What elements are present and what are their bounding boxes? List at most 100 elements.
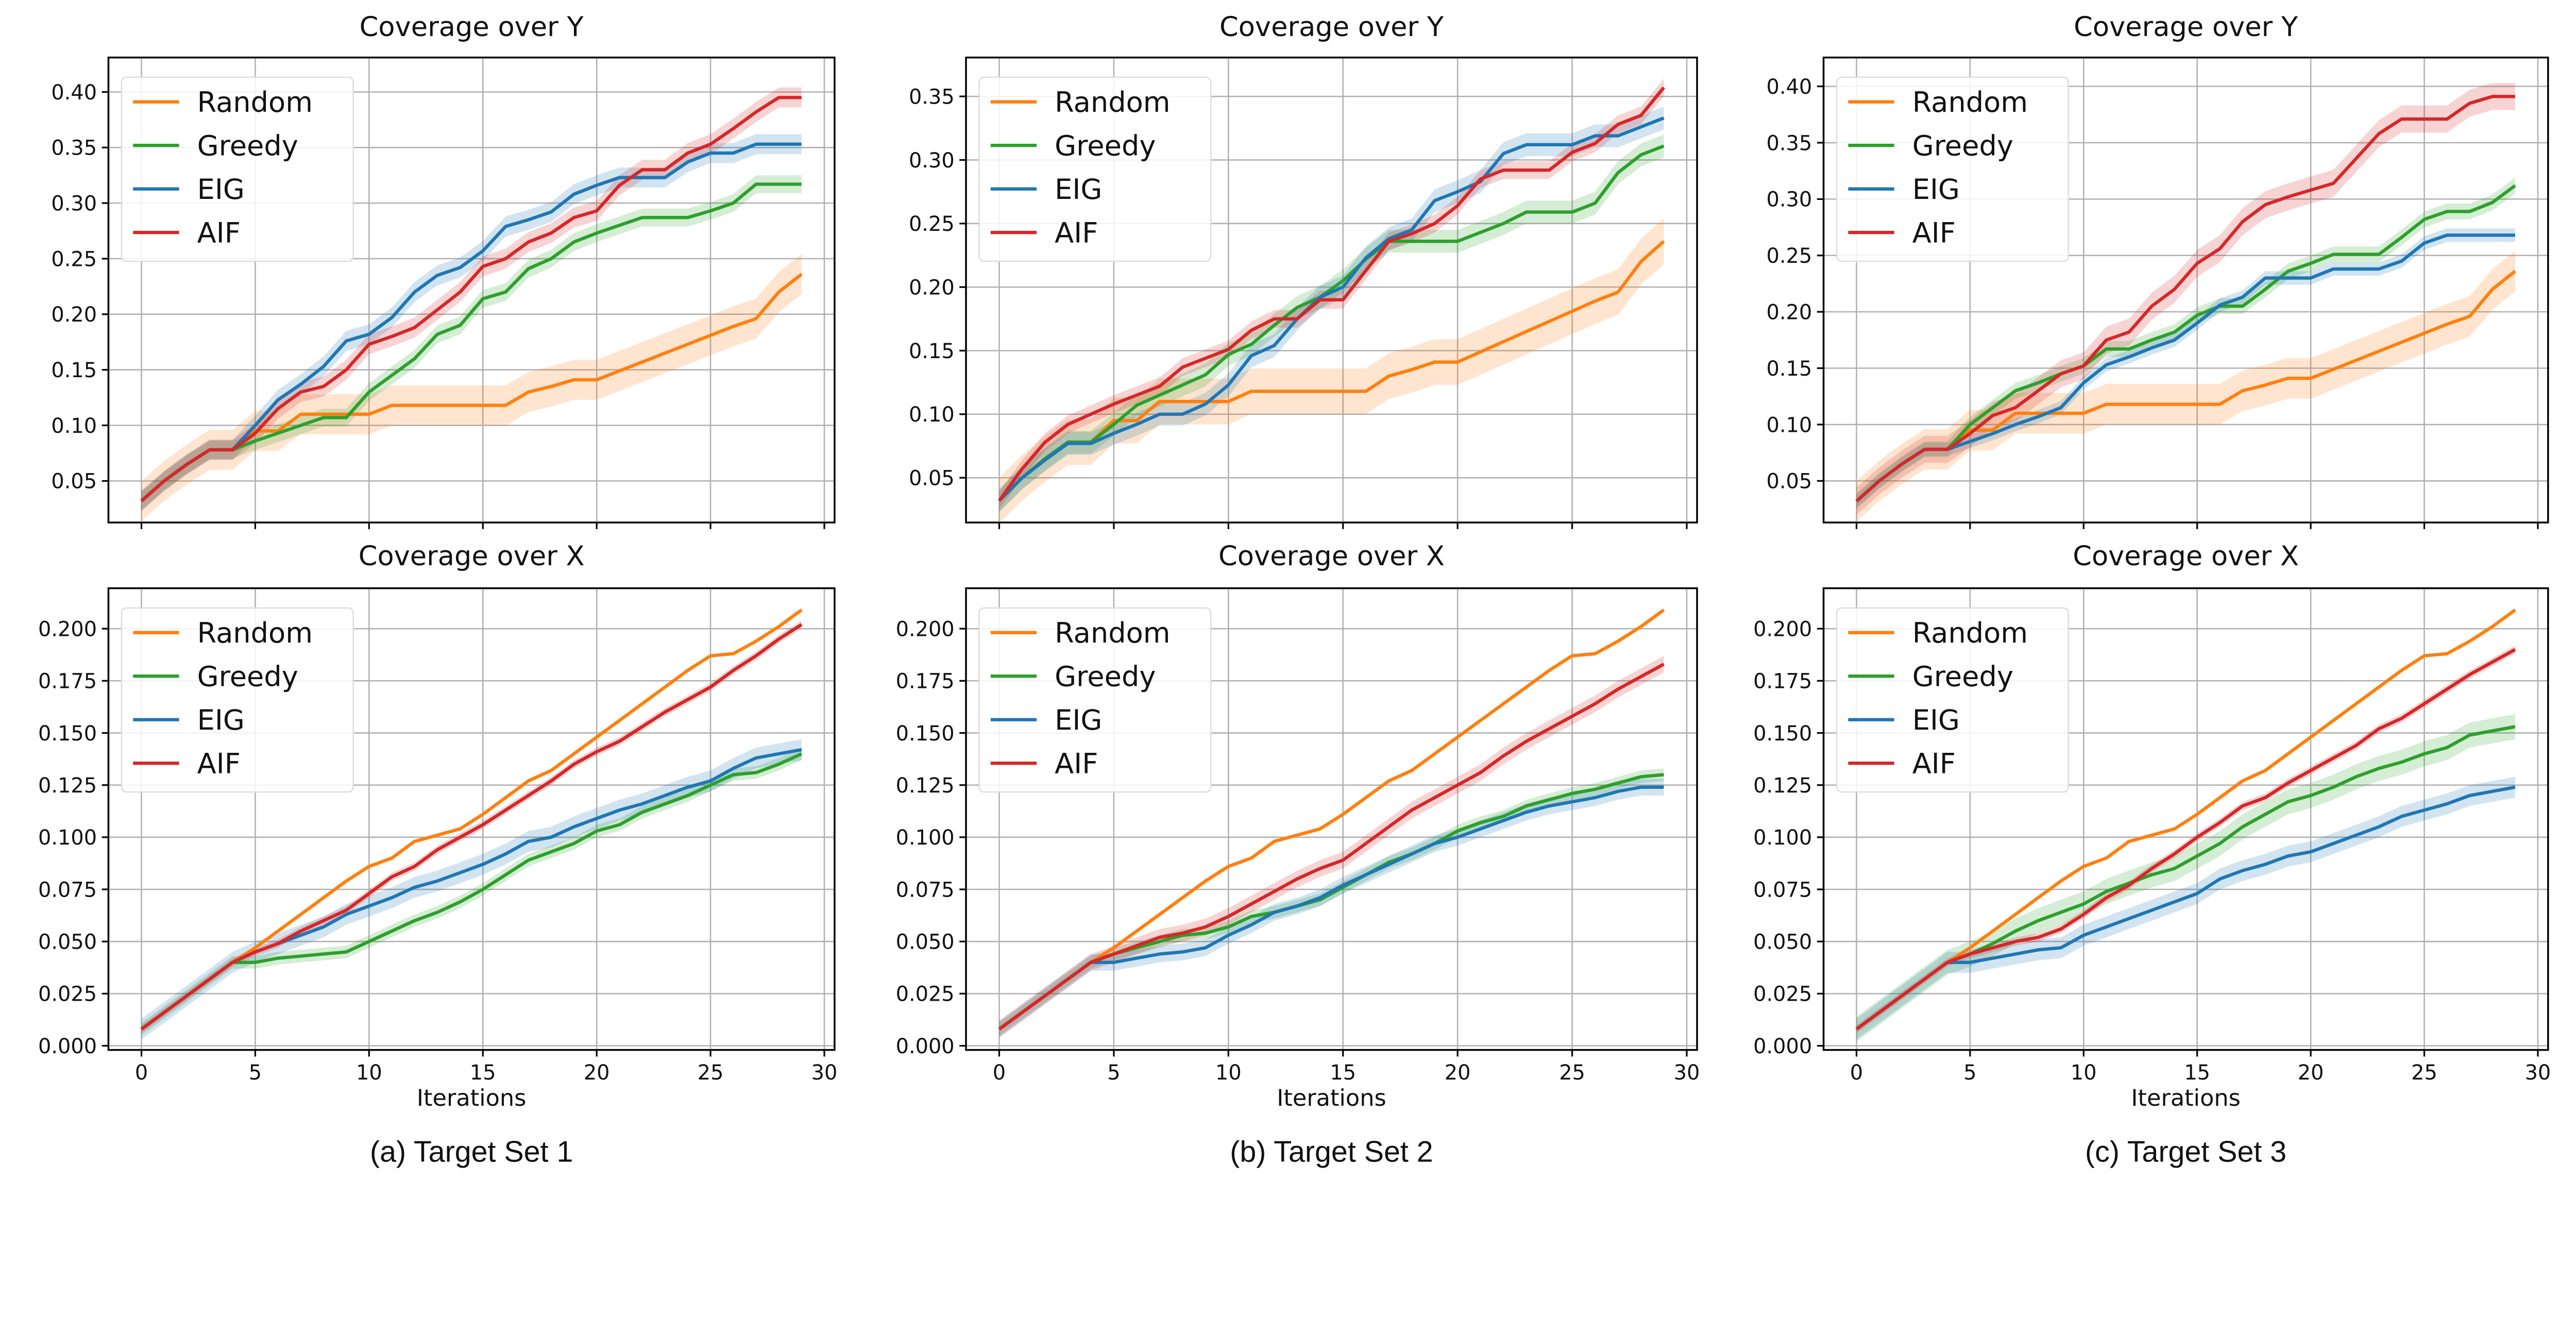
y-tick-label: 0.15 <box>51 359 97 382</box>
series-line-greedy <box>998 144 1665 502</box>
x-axis-label: Iterations <box>417 1085 527 1111</box>
x-axis-label: Iterations <box>2131 1085 2241 1111</box>
axes-frame <box>107 56 836 524</box>
x-tick-label: 30 <box>2525 1061 2551 1085</box>
legend-label: Greedy <box>1912 660 2013 693</box>
confidence-band-aif <box>141 87 802 511</box>
y-tick-label: 0.30 <box>1766 188 1812 212</box>
y-tick-label: 0.050 <box>896 931 955 954</box>
y-tick-label: 0.100 <box>896 826 955 850</box>
confidence-band-eig <box>999 779 1664 1038</box>
legend-box <box>121 76 354 262</box>
legend-label: EIG <box>1912 173 1960 206</box>
confidence-band-aif <box>1856 645 2515 1034</box>
y-tick-label: 0.100 <box>1753 826 1812 850</box>
subplot-b-top: 0.05 0.10 0.15 0.20 0.25 0.30 0.35 Coverage ove… <box>909 11 1698 529</box>
y-tick-label: 0.150 <box>38 722 97 746</box>
legend-box <box>1836 607 2069 793</box>
y-tick-label: 0.200 <box>38 617 97 641</box>
legend-label: Random <box>1055 617 1170 649</box>
legend-label: AIF <box>1055 216 1098 249</box>
x-tick-label: 5 <box>1963 1061 1976 1085</box>
figure: 0.05 0.10 0.15 0.20 0.25 0.30 0.35 0.40 Coverage… <box>38 11 2551 1168</box>
confidence-band-greedy <box>1856 177 2515 509</box>
x-tick-label: 20 <box>1445 1061 1471 1085</box>
x-tick-label: 20 <box>2298 1061 2324 1085</box>
series-line-random <box>1855 609 2516 1031</box>
x-tick-label: 15 <box>2184 1061 2210 1085</box>
y-tick-label: 0.125 <box>38 774 97 798</box>
y-tick-label: 0.35 <box>909 85 955 109</box>
series-line-greedy <box>140 182 802 502</box>
subplot-title: Coverage over Y <box>2074 11 2298 43</box>
legend-label: Random <box>1912 86 2028 119</box>
y-tick-label: 0.000 <box>38 1035 97 1058</box>
series-line-random <box>1855 269 2516 503</box>
subplot-c-top: 0.05 0.10 0.15 0.20 0.25 0.30 0.35 0.40 Coverage… <box>1766 11 2549 529</box>
confidence-band-aif <box>999 655 1664 1038</box>
y-tick-label: 0.30 <box>909 149 955 173</box>
y-tick-label: 0.25 <box>51 247 97 271</box>
legend-label: EIG <box>1055 704 1102 736</box>
y-tick-label: 0.125 <box>896 774 955 798</box>
axes-frame <box>1822 587 2549 1051</box>
x-tick-label: 0 <box>135 1061 148 1085</box>
axes-frame <box>965 587 1698 1051</box>
y-tick-label: 0.075 <box>1753 878 1812 902</box>
confidence-band-random <box>1856 251 2515 522</box>
series-line-random <box>998 609 1665 1031</box>
confidence-band-aif <box>1856 83 2515 515</box>
y-tick-label: 0.15 <box>909 340 955 363</box>
x-tick-label: 0 <box>993 1061 1006 1085</box>
y-tick-label: 0.20 <box>1766 300 1812 324</box>
subfigure-caption: (b) Target Set 2 <box>1230 1135 1433 1168</box>
series-line-greedy <box>1855 184 2516 503</box>
legend-box <box>1836 76 2069 262</box>
y-tick-label: 0.075 <box>896 878 955 902</box>
series-line-eig <box>998 116 1665 502</box>
confidence-band-greedy <box>141 175 802 510</box>
y-tick-label: 0.30 <box>51 192 97 216</box>
y-tick-label: 0.025 <box>38 983 97 1006</box>
axes-frame <box>965 56 1698 524</box>
x-tick-label: 10 <box>356 1061 382 1085</box>
legend-label: Greedy <box>197 129 298 162</box>
subfigure-caption: (a) Target Set 1 <box>370 1135 573 1168</box>
legend: Random Greedy EIG AIF <box>978 607 1212 793</box>
legend-label: Greedy <box>1055 129 1156 162</box>
confidence-band-greedy <box>141 747 802 1036</box>
subplot-a-bottom: 0 5 10 15 20 25 30 0.000 0.025 0.050 0.075 0.100 0.1… <box>38 541 837 1111</box>
subplot-title: Coverage over Y <box>1219 11 1444 43</box>
series-line-random <box>140 609 803 1031</box>
y-tick-label: 0.200 <box>1753 617 1812 641</box>
legend-box <box>121 607 354 793</box>
confidence-band-random <box>141 254 802 521</box>
confidence-band-greedy <box>999 134 1664 512</box>
legend-label: EIG <box>197 704 245 736</box>
legend: Random Greedy EIG AIF <box>1836 76 2069 262</box>
y-tick-label: 0.050 <box>1753 931 1812 954</box>
y-tick-label: 0.175 <box>896 670 955 694</box>
y-tick-label: 0.05 <box>51 470 97 494</box>
y-tick-label: 0.10 <box>909 403 955 427</box>
legend-label: EIG <box>1912 704 1960 736</box>
axes-frame <box>107 587 836 1051</box>
y-tick-label: 0.35 <box>1766 131 1812 155</box>
legend: Random Greedy EIG AIF <box>1836 607 2069 793</box>
y-tick-label: 0.25 <box>1766 244 1812 268</box>
x-tick-label: 0 <box>1850 1061 1863 1085</box>
subplot-title: Coverage over X <box>359 541 585 572</box>
x-tick-label: 5 <box>249 1061 262 1085</box>
y-tick-label: 0.05 <box>909 467 955 491</box>
y-tick-label: 0.150 <box>1753 722 1812 746</box>
subplot-title: Coverage over Y <box>360 11 584 43</box>
series-line-eig <box>140 142 802 502</box>
y-tick-label: 0.025 <box>896 983 955 1006</box>
series-line-aif <box>1855 648 2516 1031</box>
legend: Random Greedy EIG AIF <box>121 607 354 793</box>
y-tick-label: 0.20 <box>909 276 955 299</box>
legend-label: Random <box>1055 86 1170 119</box>
legend-label: Random <box>1912 617 2028 649</box>
series-line-eig <box>1855 233 2515 503</box>
legend: Random Greedy EIG AIF <box>121 76 354 262</box>
